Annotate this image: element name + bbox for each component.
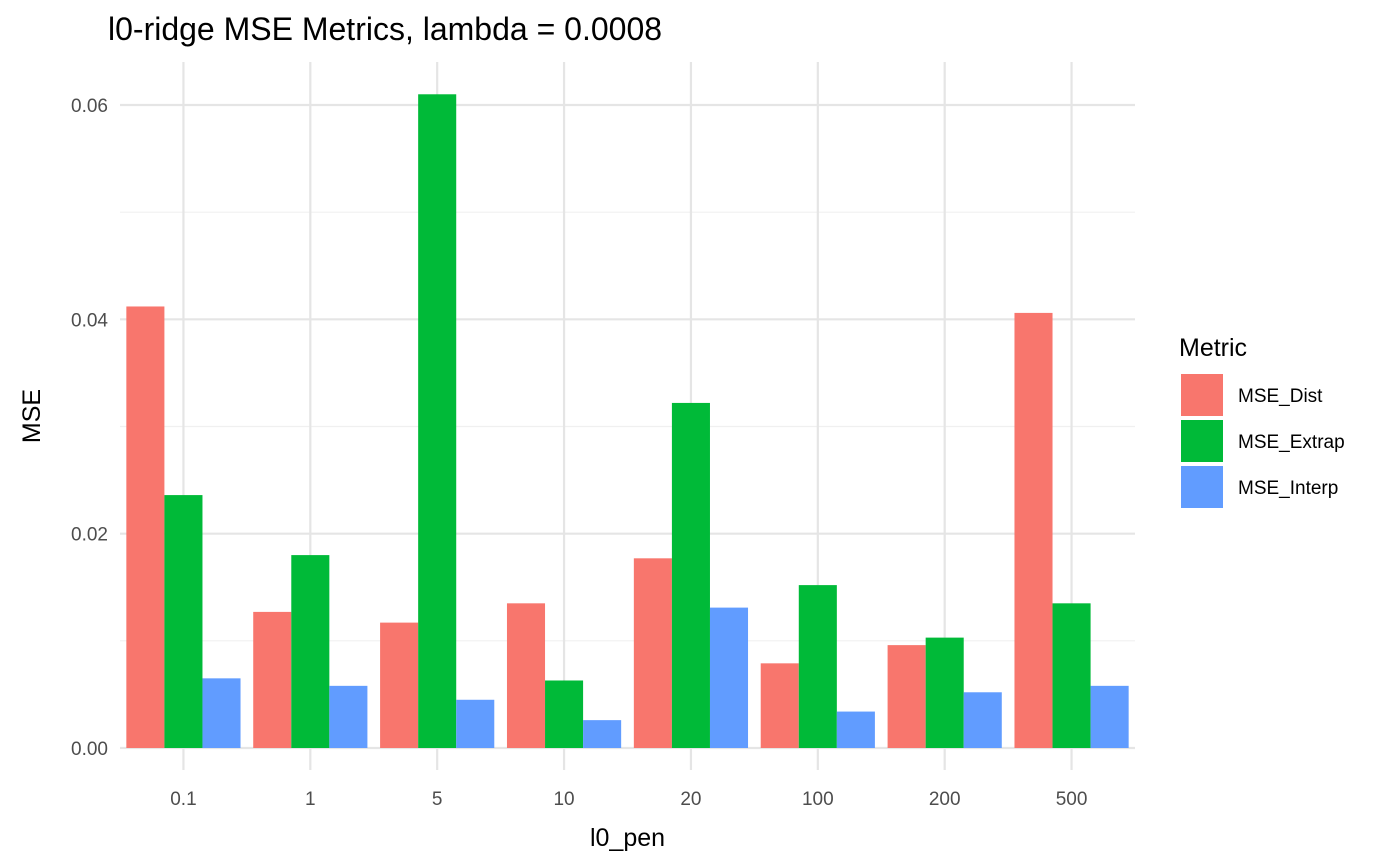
y-tick-label: 0.06 (71, 96, 108, 117)
y-tick-label: 0.02 (71, 525, 108, 546)
x-tick-label: 500 (1056, 789, 1088, 810)
legend-key-mse-interp (1181, 466, 1223, 508)
bar-mse-dist-200 (887, 645, 926, 748)
y-axis-title: MSE (18, 389, 46, 443)
x-axis-title: l0_pen (590, 824, 665, 852)
bar-mse-dist-500 (1014, 312, 1053, 748)
legend-label-mse-dist: MSE_Dist (1238, 386, 1323, 407)
bar-mse-dist-5 (380, 622, 419, 748)
bar-mse-dist-10 (506, 603, 546, 748)
x-tick-label: 100 (802, 789, 834, 810)
bar-mse-interp-5 (456, 699, 495, 748)
bar-mse-extrap-500 (1052, 603, 1091, 748)
bar-mse-extrap-20 (671, 402, 710, 748)
x-tick-label: 10 (553, 789, 574, 810)
legend-key-mse-dist (1181, 374, 1223, 416)
x-tick-label: 20 (680, 789, 701, 810)
x-axis-ticks: 0.1 1 5 10 20 100 200 500 (170, 789, 1087, 810)
x-tick-label: 1 (305, 789, 316, 810)
bar-mse-interp-10 (583, 720, 622, 748)
bar-mse-extrap-10 (545, 680, 584, 748)
bar-mse-interp-500 (1090, 685, 1129, 748)
y-tick-label: 0.04 (71, 310, 108, 331)
y-axis-ticks: 0.00 0.02 0.04 0.06 (71, 96, 108, 760)
bar-mse-extrap-100 (798, 585, 837, 748)
y-tick-label: 0.00 (71, 739, 108, 760)
bar-mse-interp-20 (709, 607, 749, 748)
bar-mse-interp-0-1 (202, 678, 241, 748)
chart-title: l0-ridge MSE Metrics, lambda = 0.0008 (108, 11, 662, 47)
legend: Metric MSE_Dist MSE_Extrap MSE_Interp (1179, 334, 1345, 508)
bars (126, 94, 1129, 749)
bar-mse-interp-1 (329, 685, 368, 748)
bar-mse-interp-200 (963, 692, 1002, 748)
bar-mse-extrap-5 (418, 94, 457, 749)
x-tick-label: 0.1 (170, 789, 196, 810)
x-tick-label: 200 (929, 789, 961, 810)
bar-mse-extrap-1 (291, 555, 330, 748)
bar-mse-dist-20 (633, 558, 672, 748)
legend-label-mse-interp: MSE_Interp (1238, 478, 1338, 499)
bar-mse-dist-1 (253, 611, 292, 748)
bar-mse-dist-100 (760, 663, 799, 748)
legend-title: Metric (1179, 334, 1247, 362)
bar-mse-dist-0-1 (126, 306, 165, 748)
legend-label-mse-extrap: MSE_Extrap (1238, 432, 1345, 453)
bar-mse-extrap-0-1 (164, 495, 203, 748)
x-tick-label: 5 (432, 789, 443, 810)
legend-key-mse-extrap (1181, 420, 1223, 462)
bar-mse-extrap-200 (925, 637, 964, 748)
bar-mse-interp-100 (836, 711, 875, 748)
